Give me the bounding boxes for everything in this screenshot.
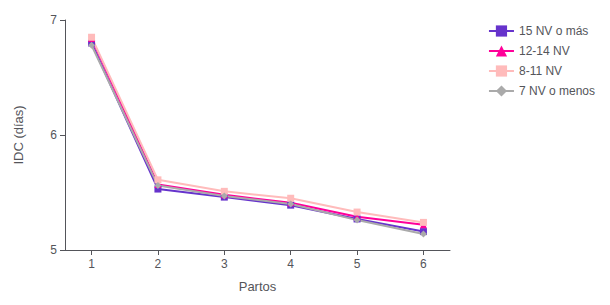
svg-text:4: 4 bbox=[287, 257, 294, 271]
svg-text:6: 6 bbox=[50, 128, 57, 142]
svg-text:15 NV o más: 15 NV o más bbox=[519, 24, 588, 38]
svg-text:2: 2 bbox=[155, 257, 162, 271]
svg-text:6: 6 bbox=[420, 257, 427, 271]
svg-text:5: 5 bbox=[50, 243, 57, 257]
svg-text:5: 5 bbox=[354, 257, 361, 271]
svg-text:8-11 NV: 8-11 NV bbox=[519, 64, 562, 78]
svg-text:IDC (días): IDC (días) bbox=[11, 105, 26, 164]
svg-text:1: 1 bbox=[88, 257, 95, 271]
svg-text:Partos: Partos bbox=[239, 279, 277, 294]
svg-text:12-14 NV: 12-14 NV bbox=[519, 44, 570, 58]
svg-text:7 NV o menos: 7 NV o menos bbox=[519, 84, 595, 98]
svg-text:7: 7 bbox=[50, 13, 57, 27]
svg-text:3: 3 bbox=[221, 257, 228, 271]
